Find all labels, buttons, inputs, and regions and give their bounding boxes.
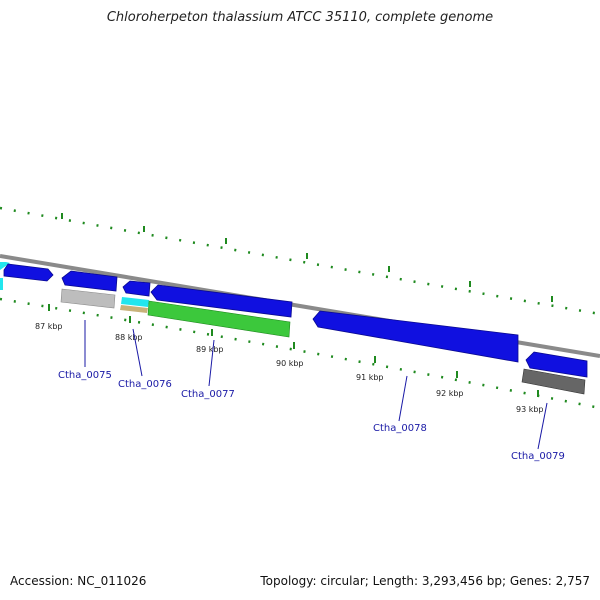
scale-label: 90 kbp [276, 359, 304, 368]
outer-tick-track [0, 206, 600, 316]
inner-major-ticks [48, 304, 539, 397]
outer-major-ticks [61, 213, 553, 302]
scale-label: 91 kbp [356, 373, 384, 382]
genome-summary-text: Topology: circular; Length: 3,293,456 bp… [260, 574, 590, 588]
accession-text: Accession: NC_011026 [10, 574, 147, 588]
gene-label[interactable]: Ctha_0077 [181, 389, 235, 400]
gene-arrow[interactable] [525, 351, 588, 378]
gene-block[interactable] [121, 297, 149, 307]
map-title: Chloroherpeton thalassium ATCC 35110, co… [106, 10, 494, 25]
inner-tick-track [0, 297, 600, 410]
gene-arrow[interactable] [0, 262, 10, 270]
scale-label: 93 kbp [516, 405, 544, 414]
gene-arrow[interactable] [3, 263, 54, 282]
gene-arrow[interactable] [312, 310, 519, 363]
gene-block[interactable] [60, 288, 116, 309]
scale-label: 89 kbp [196, 345, 224, 354]
gene-block[interactable] [120, 305, 148, 313]
gene-block[interactable] [0, 278, 3, 290]
gene-arrow[interactable] [122, 280, 151, 297]
gene-label[interactable]: Ctha_0078 [373, 423, 427, 434]
scale-label: 88 kbp [115, 333, 143, 342]
gene-block[interactable] [147, 300, 291, 338]
gene-leader-lines [84, 320, 548, 450]
gene-block[interactable] [521, 368, 586, 395]
gene-label[interactable]: Ctha_0076 [118, 379, 172, 390]
scale-label: 87 kbp [35, 322, 63, 331]
gene-arrow[interactable] [150, 284, 293, 318]
gene-label[interactable]: Ctha_0075 [58, 370, 112, 381]
gene-arrow[interactable] [61, 270, 118, 292]
gene-label[interactable]: Ctha_0079 [511, 451, 565, 462]
scale-label: 92 kbp [436, 389, 464, 398]
